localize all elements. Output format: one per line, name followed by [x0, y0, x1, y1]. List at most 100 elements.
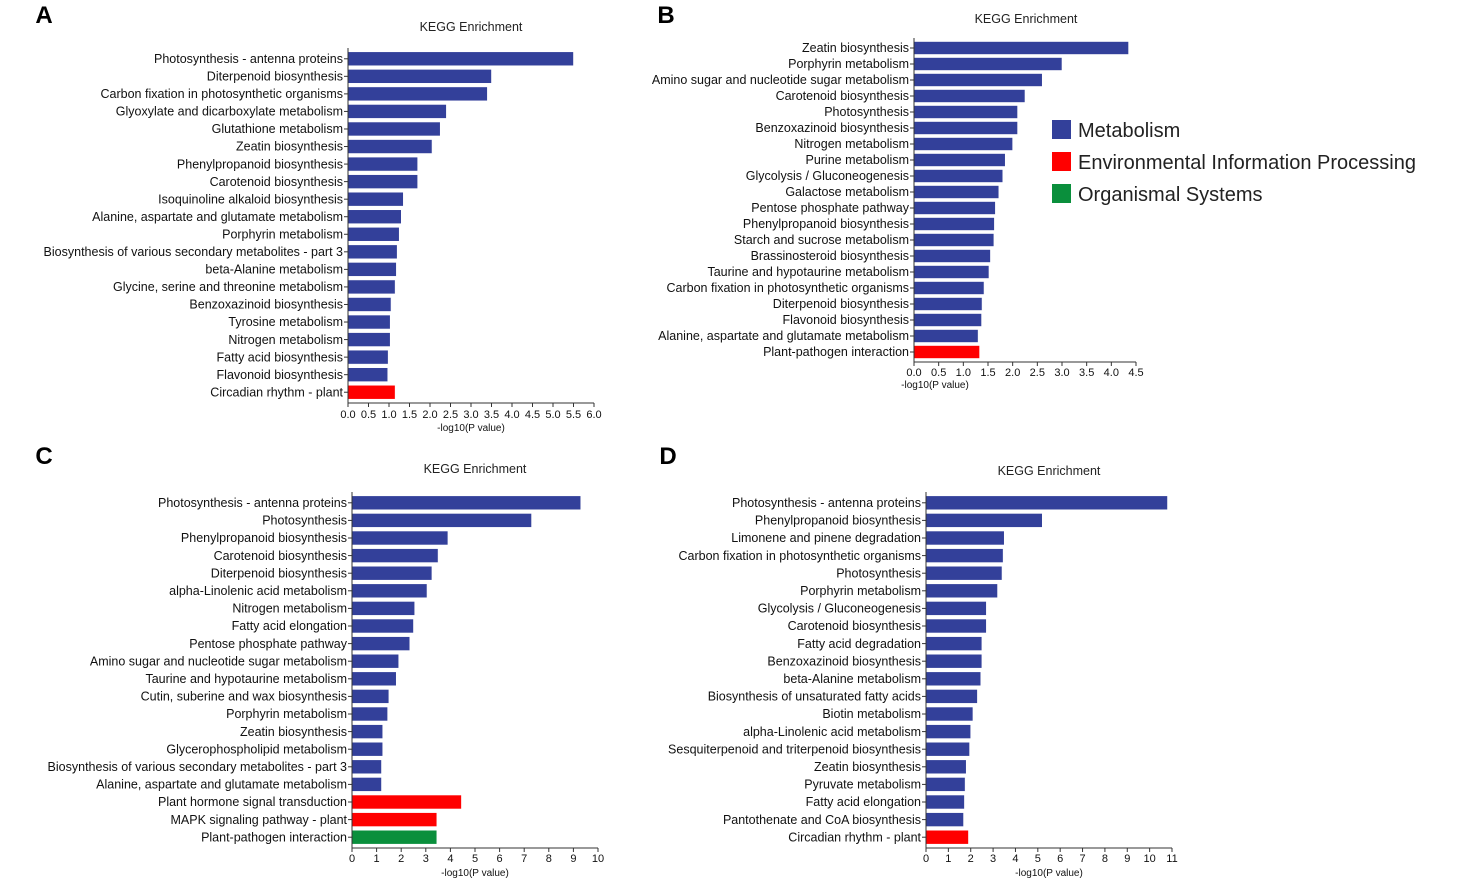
panel-label: D: [659, 443, 676, 470]
bar: [351, 530, 449, 546]
bar: [351, 794, 462, 810]
category-label: Phenylpropanoid biosynthesis: [177, 157, 343, 171]
bar: [347, 174, 418, 189]
bar: [913, 345, 980, 359]
x-tick-label: 5: [1035, 853, 1041, 865]
category-label: Zeatin biosynthesis: [236, 140, 343, 154]
chart-panels: A KEGG Enrichment Photosynthesis - antenna…: [35, 2, 1177, 879]
bar: [347, 139, 433, 154]
bar: [351, 689, 390, 704]
bar: [925, 812, 964, 827]
x-tick-label: 3.0: [1054, 367, 1069, 379]
category-label: Fatty acid elongation: [232, 619, 347, 633]
bar: [925, 495, 1168, 511]
category-label: alpha-Linolenic acid metabolism: [169, 584, 347, 598]
panel-label: C: [35, 443, 52, 470]
category-label: Photosynthesis: [262, 514, 347, 528]
bar: [913, 297, 983, 311]
category-label: Carotenoid biosynthesis: [210, 175, 343, 189]
x-tick-label: 4.5: [525, 409, 540, 421]
bar: [913, 265, 990, 279]
category-label: Isoquinoline alkaloid biosynthesis: [158, 192, 343, 206]
bar: [351, 583, 428, 599]
bar: [925, 829, 969, 845]
chart-title: KEGG Enrichment: [975, 12, 1078, 26]
panel-a: A KEGG Enrichment Photosynthesis - antenna…: [35, 2, 601, 434]
bar: [347, 279, 396, 295]
panel-b: B KEGG Enrichment Zeatin biosynthesis Porph…: [652, 2, 1144, 391]
category-label: Flavonoid biosynthesis: [783, 313, 909, 327]
panel-d: D KEGG Enrichment Photosynthesis - antenna…: [659, 443, 1177, 879]
category-label: Plant hormone signal transduction: [158, 795, 347, 809]
x-tick-label: 4: [447, 853, 453, 865]
category-label: Zeatin biosynthesis: [802, 41, 909, 55]
category-label: Photosynthesis - antenna proteins: [154, 52, 343, 66]
x-tick-label: 5.0: [545, 409, 560, 421]
bar: [347, 69, 492, 84]
category-label: Circadian rhythm - plant: [788, 830, 921, 844]
x-tick-label: 1.5: [402, 409, 417, 421]
bar: [351, 653, 400, 669]
category-label: Phenylpropanoid biosynthesis: [755, 514, 921, 528]
category-label: Diterpenoid biosynthesis: [773, 297, 909, 311]
bar: [925, 794, 965, 810]
x-axis-title: -log10(P value): [441, 868, 509, 879]
x-tick-label: 5: [472, 853, 478, 865]
x-tick-label: 5.5: [566, 409, 581, 421]
bar: [925, 548, 1004, 563]
x-tick-label: 10: [1144, 853, 1156, 865]
chart-title: KEGG Enrichment: [424, 462, 527, 476]
bar: [913, 233, 995, 247]
legend-item: Organismal Systems: [1052, 184, 1263, 206]
x-tick-label: 8: [1102, 853, 1108, 865]
category-label: Porphyrin metabolism: [788, 57, 909, 71]
bar: [347, 262, 397, 277]
x-tick-label: 10: [592, 853, 604, 865]
bar: [351, 636, 411, 651]
category-label: Glycine, serine and threonine metabolism: [113, 280, 343, 294]
bar: [347, 367, 389, 382]
bar: [925, 706, 974, 722]
bar: [925, 689, 978, 704]
category-label: beta-Alanine metabolism: [205, 263, 343, 277]
category-label: Amino sugar and nucleotide sugar metabol…: [652, 73, 909, 87]
bar: [925, 759, 967, 775]
category-label: Plant-pathogen interaction: [763, 345, 909, 359]
x-tick-label: 3.0: [463, 409, 478, 421]
x-axis-title: -log10(P value): [1015, 868, 1083, 879]
category-label: Glycolysis / Gluconeogenesis: [758, 602, 921, 616]
bar: [925, 671, 982, 687]
bar: [351, 759, 382, 775]
category-label: alpha-Linolenic acid metabolism: [743, 725, 921, 739]
x-tick-label: 0: [349, 853, 355, 865]
category-label: Carbon fixation in photosynthetic organi…: [679, 549, 922, 563]
category-label: Carotenoid biosynthesis: [788, 619, 921, 633]
category-label: Porphyrin metabolism: [800, 584, 921, 598]
category-label: Limonene and pinene degradation: [731, 531, 921, 545]
panel-label: B: [657, 2, 674, 29]
category-label: Zeatin biosynthesis: [814, 760, 921, 774]
x-tick-label: 1.5: [980, 367, 995, 379]
category-label: Benzoxazinoid biosynthesis: [755, 121, 909, 135]
category-label: Diterpenoid biosynthesis: [211, 566, 347, 580]
x-tick-label: 0.5: [931, 367, 946, 379]
panel-c: C KEGG Enrichment Photosynthesis - antenna…: [35, 443, 604, 879]
category-label: Fatty acid elongation: [806, 795, 921, 809]
bar: [347, 156, 418, 172]
bar: [351, 706, 388, 722]
x-tick-label: 2.0: [422, 409, 437, 421]
x-tick-label: 7: [1079, 853, 1085, 865]
category-label: Fatty acid degradation: [797, 637, 921, 651]
category-label: Amino sugar and nucleotide sugar metabol…: [90, 654, 347, 668]
bar: [351, 829, 438, 845]
category-label: Plant-pathogen interaction: [201, 830, 347, 844]
category-label: Galactose metabolism: [785, 185, 909, 199]
category-label: beta-Alanine metabolism: [783, 672, 921, 686]
bar: [351, 548, 439, 563]
x-tick-label: 1.0: [956, 367, 971, 379]
x-tick-label: 2.5: [1030, 367, 1045, 379]
x-tick-label: 1: [374, 853, 380, 865]
bar: [913, 249, 991, 263]
chart-title: KEGG Enrichment: [998, 464, 1101, 478]
bar: [913, 137, 1013, 151]
